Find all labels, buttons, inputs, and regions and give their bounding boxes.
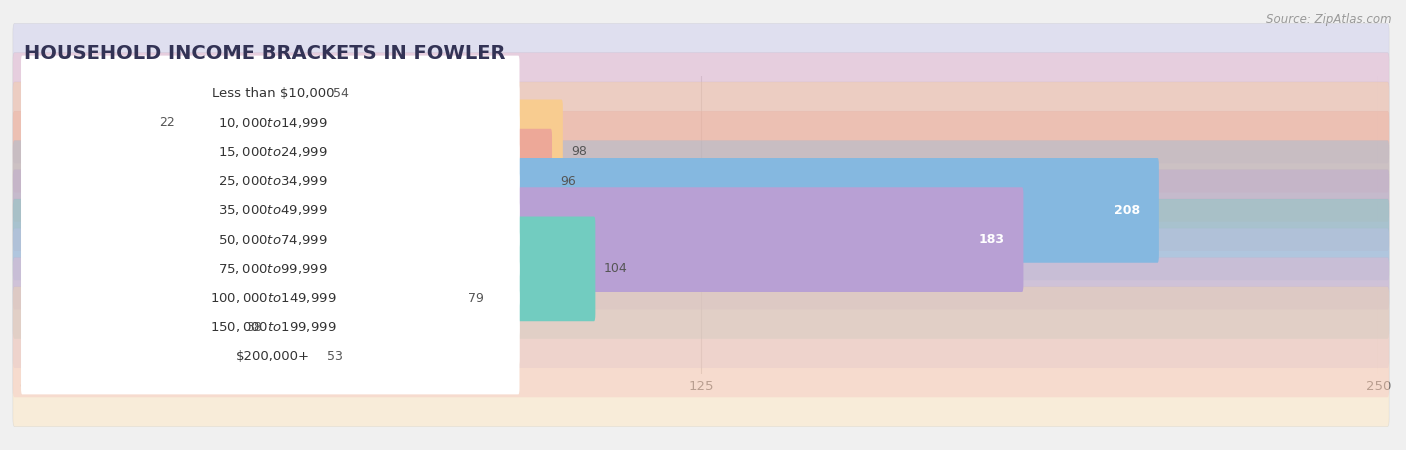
FancyBboxPatch shape <box>21 114 519 189</box>
FancyBboxPatch shape <box>13 111 1389 251</box>
FancyBboxPatch shape <box>13 23 1389 163</box>
Text: 79: 79 <box>468 292 484 305</box>
Text: Source: ZipAtlas.com: Source: ZipAtlas.com <box>1267 14 1392 27</box>
FancyBboxPatch shape <box>13 257 1389 397</box>
FancyBboxPatch shape <box>21 319 519 394</box>
Text: 183: 183 <box>979 233 1004 246</box>
FancyBboxPatch shape <box>21 202 519 277</box>
FancyBboxPatch shape <box>13 111 1389 251</box>
FancyBboxPatch shape <box>15 246 460 351</box>
FancyBboxPatch shape <box>21 56 519 131</box>
FancyBboxPatch shape <box>13 140 1389 280</box>
FancyBboxPatch shape <box>13 199 1389 339</box>
FancyBboxPatch shape <box>13 53 1389 193</box>
FancyBboxPatch shape <box>21 85 519 160</box>
FancyBboxPatch shape <box>13 82 1389 222</box>
FancyBboxPatch shape <box>13 170 1389 310</box>
FancyBboxPatch shape <box>13 82 1389 222</box>
FancyBboxPatch shape <box>15 129 553 234</box>
FancyBboxPatch shape <box>15 275 238 380</box>
FancyBboxPatch shape <box>13 140 1389 280</box>
Text: 54: 54 <box>333 87 349 100</box>
Text: HOUSEHOLD INCOME BRACKETS IN FOWLER: HOUSEHOLD INCOME BRACKETS IN FOWLER <box>24 44 505 63</box>
Text: $150,000 to $199,999: $150,000 to $199,999 <box>209 320 336 334</box>
FancyBboxPatch shape <box>15 41 325 146</box>
Text: Less than $10,000: Less than $10,000 <box>212 87 335 100</box>
FancyBboxPatch shape <box>21 144 519 219</box>
FancyBboxPatch shape <box>15 216 595 321</box>
FancyBboxPatch shape <box>21 290 519 365</box>
Text: $15,000 to $24,999: $15,000 to $24,999 <box>218 145 328 159</box>
FancyBboxPatch shape <box>13 287 1389 427</box>
FancyBboxPatch shape <box>21 231 519 306</box>
FancyBboxPatch shape <box>13 23 1389 163</box>
FancyBboxPatch shape <box>15 158 1159 263</box>
FancyBboxPatch shape <box>15 304 319 409</box>
FancyBboxPatch shape <box>15 187 1024 292</box>
FancyBboxPatch shape <box>13 199 1389 339</box>
FancyBboxPatch shape <box>13 257 1389 397</box>
FancyBboxPatch shape <box>15 99 562 204</box>
FancyBboxPatch shape <box>13 287 1389 427</box>
Text: $200,000+: $200,000+ <box>236 350 309 363</box>
Text: 98: 98 <box>571 145 586 158</box>
Text: $10,000 to $14,999: $10,000 to $14,999 <box>218 116 328 130</box>
Text: $35,000 to $49,999: $35,000 to $49,999 <box>218 203 328 217</box>
Text: 22: 22 <box>159 116 174 129</box>
FancyBboxPatch shape <box>13 228 1389 368</box>
FancyBboxPatch shape <box>13 53 1389 193</box>
FancyBboxPatch shape <box>15 70 150 175</box>
Text: 96: 96 <box>560 175 576 188</box>
FancyBboxPatch shape <box>21 261 519 336</box>
FancyBboxPatch shape <box>21 173 519 248</box>
Text: 104: 104 <box>603 262 627 275</box>
FancyBboxPatch shape <box>13 228 1389 368</box>
Text: 53: 53 <box>328 350 343 363</box>
Text: $75,000 to $99,999: $75,000 to $99,999 <box>218 262 328 276</box>
Text: $50,000 to $74,999: $50,000 to $74,999 <box>218 233 328 247</box>
Text: 38: 38 <box>246 321 262 334</box>
FancyBboxPatch shape <box>13 170 1389 310</box>
Text: 208: 208 <box>1114 204 1140 217</box>
Text: $25,000 to $34,999: $25,000 to $34,999 <box>218 174 328 188</box>
Text: $100,000 to $149,999: $100,000 to $149,999 <box>209 291 336 305</box>
